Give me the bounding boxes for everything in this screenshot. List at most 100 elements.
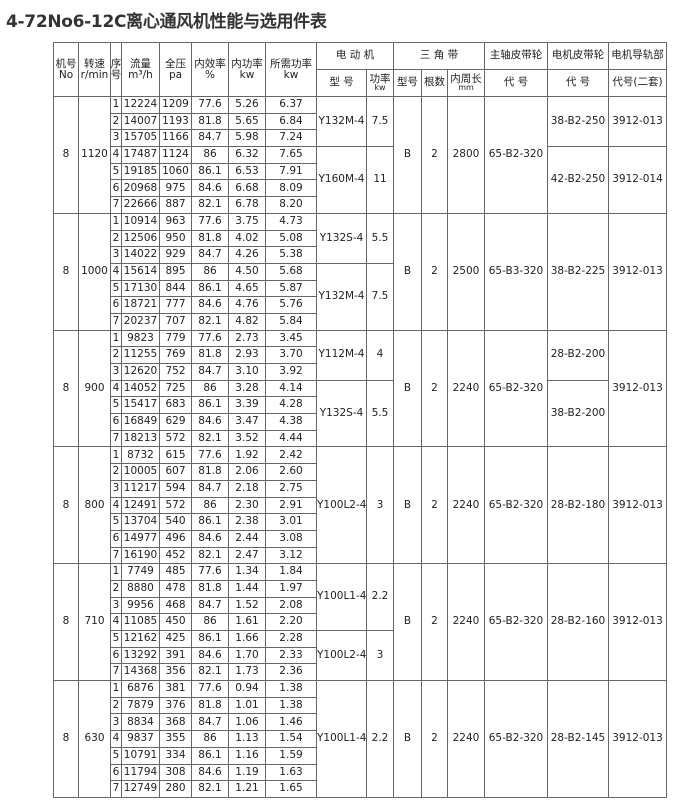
belt-count: 2 [421,96,448,214]
seq: 7 [110,663,122,682]
efficiency: 84.7 [191,129,229,148]
performance-table: 机号 No 转速 r/min 序号 流量 m³/h 全压 pa 内效率% 内功率 kw 所… [53,42,667,798]
header-label: 内功率 [231,58,263,70]
efficiency: 77.6 [191,96,229,114]
inner-power: 4.82 [228,312,266,331]
pressure: 725 [159,379,192,398]
header-label: 功率 [369,72,391,85]
speed: 630 [78,680,111,798]
inner-power: 1.13 [228,730,266,748]
header-belt-length: 内周长 mm [447,69,485,97]
efficiency: 86.1 [191,162,229,181]
seq: 6 [110,179,122,198]
flow: 11255 [121,346,160,364]
table-row: 5 13704 540 86.1 2.38 3.01 [54,513,667,531]
pressure: 963 [159,212,192,231]
flow: 19185 [121,162,160,181]
efficiency: 84.7 [191,363,229,381]
flow: 18213 [121,429,160,448]
inner-power: 6.78 [228,196,266,214]
header-unit: 号 [110,68,122,81]
pressure: 752 [159,363,192,381]
header-unit: pa [168,68,183,81]
header-flow: 流量 m³/h [121,42,160,97]
seq: 1 [110,96,122,114]
flow: 12506 [121,229,160,248]
flow: 10791 [121,746,160,765]
efficiency: 86.1 [191,396,229,415]
required-power: 3.01 [265,513,317,531]
required-power: 2.08 [265,596,317,615]
flow: 6876 [121,680,160,698]
required-power: 5.08 [265,229,317,248]
belt-length: 2240 [447,563,485,682]
required-power: 5.84 [265,312,317,331]
speed: 800 [78,446,111,565]
flow: 8880 [121,579,160,598]
table-row: 2 8880 478 81.8 1.44 1.97 [54,579,667,598]
motor-pulley-code: 38-B2-200 [547,379,609,448]
speed: 1120 [78,96,111,214]
table-row: 3 9956 468 84.7 1.52 2.08 [54,596,667,615]
pressure: 280 [159,780,192,798]
table-row: 8 1000 1 10914 963 77.6 3.75 4.73 Y132S-4 5.5 B 2 25… [53,212,667,331]
efficiency: 84.7 [191,596,229,615]
required-power: 5.76 [265,296,317,314]
belt-count: 2 [421,446,448,565]
seq: 3 [110,596,122,615]
flow: 17130 [121,279,160,298]
pressure: 425 [159,630,192,648]
pressure: 356 [159,663,192,682]
belt-count: 2 [421,212,448,331]
inner-power: 3.39 [228,396,266,415]
machine-number: 8 [53,446,79,565]
required-power: 2.91 [265,496,317,515]
motor-power: 2.2 [366,680,394,798]
efficiency: 86 [191,262,229,281]
required-power: 6.37 [265,96,317,114]
table-row: 4 17487 1124 86 6.32 7.65 Y160M-4 11 42-B2-250 39… [54,146,667,214]
inner-power: 2.44 [228,529,266,548]
required-power: 2.42 [265,446,317,465]
pressure: 368 [159,713,192,732]
required-power: 1.63 [265,763,317,782]
required-power: 4.73 [265,212,317,231]
seq: 7 [110,780,122,798]
efficiency: 86.1 [191,630,229,648]
motor-model: Y160M-4 [316,146,367,214]
flow: 16190 [121,546,160,565]
pressure: 376 [159,696,192,715]
inner-power: 2.30 [228,496,266,515]
efficiency: 82.1 [191,663,229,682]
motor-power: 3 [366,629,394,682]
efficiency: 84.6 [191,529,229,548]
pressure: 895 [159,262,192,281]
header-rail: 电机导轨部 [608,42,667,70]
inner-power: 1.01 [228,696,266,715]
flow: 8732 [121,446,160,465]
required-power: 1.65 [265,780,317,798]
efficiency: 81.8 [191,579,229,598]
efficiency: 81.8 [191,696,229,715]
pressure: 478 [159,579,192,598]
efficiency: 86.1 [191,746,229,765]
seq: 3 [110,363,122,381]
efficiency: 86 [191,379,229,398]
flow: 9823 [121,329,160,348]
inner-power: 1.61 [228,613,266,631]
table-row: 6 16849 629 84.6 3.47 4.38 [54,413,667,431]
pressure: 540 [159,513,192,531]
pressure: 683 [159,396,192,415]
required-power: 2.20 [265,613,317,631]
seq: 1 [110,680,122,698]
header-efficiency: 内效率% [191,42,229,97]
machine-number: 8 [53,212,79,331]
machine-number: 8 [53,96,79,214]
header-main-pulley-code: 代 号 [484,69,548,97]
pressure: 1060 [159,162,192,181]
pressure: 496 [159,529,192,548]
table-row: 4 14052 725 86 3.28 4.14 Y132S-4 5.5 38-B2-200 [54,379,667,448]
table-row: 5 12162 425 86.1 1.66 2.28 Y100L2-4 3 [54,629,667,682]
flow: 7749 [121,563,160,581]
inner-power: 6.68 [228,179,266,198]
